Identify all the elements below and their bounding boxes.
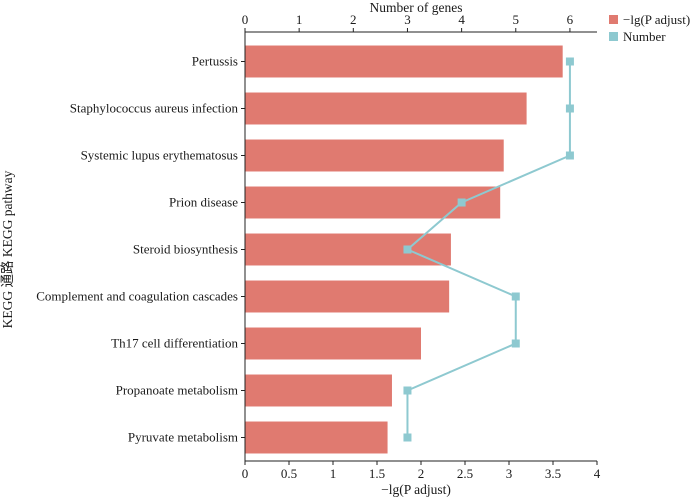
- bars-layer: [245, 45, 563, 454]
- category-label: Pertussis: [192, 54, 238, 69]
- bar-7: [245, 327, 421, 360]
- category-label: Staphylococcus aureus infection: [70, 101, 239, 116]
- gene-count-point-6: [511, 292, 520, 301]
- gene-count-point-2: [565, 104, 574, 113]
- x-bottom-tick-label: 3: [506, 466, 513, 481]
- gene-count-line-layer: [403, 57, 574, 442]
- x-bottom-tick-label: 2.5: [457, 466, 473, 481]
- x-bottom-tick-label: 0.5: [281, 466, 297, 481]
- x-bottom-tick-label: 3.5: [545, 466, 561, 481]
- gene-count-point-8: [403, 386, 412, 395]
- legend-swatch-line: [609, 32, 618, 41]
- axes-layer: [241, 28, 598, 465]
- x-bottom-tick-label: 0: [242, 466, 249, 481]
- x-bottom-tick-label: 1: [330, 466, 337, 481]
- bar-8: [245, 374, 392, 407]
- x-top-tick-label: 6: [567, 12, 574, 27]
- x-top-tick-label: 0: [242, 12, 249, 27]
- category-label: Prion disease: [169, 195, 238, 210]
- x-top-tick-label: 2: [350, 12, 357, 27]
- gene-count-point-3: [565, 151, 574, 160]
- gene-count-point-7: [511, 339, 520, 348]
- x-bottom-tick-label: 1.5: [369, 466, 385, 481]
- x-top-tick-label: 3: [404, 12, 411, 27]
- category-label: Propanoate metabolism: [116, 383, 238, 398]
- x-bottom-axis-title: −lg(P adjust): [381, 482, 451, 497]
- y-axis-title: KEGG 通路 KEGG pathway: [0, 170, 15, 328]
- gene-count-point-4: [457, 198, 466, 207]
- category-label: Pyruvate metabolism: [128, 430, 238, 445]
- category-label: Complement and coagulation cascades: [36, 289, 238, 304]
- x-bottom-tick-label: 4: [594, 466, 601, 481]
- x-top-tick-label: 1: [296, 12, 303, 27]
- x-top-tick-label: 5: [513, 12, 520, 27]
- bar-3: [245, 139, 504, 172]
- gene-count-point-9: [403, 433, 412, 442]
- gene-count-point-5: [403, 245, 412, 254]
- x-top-axis-title: Number of genes: [370, 0, 463, 15]
- labels-layer: Pertussis Staphylococcus aureus infection…: [0, 0, 601, 497]
- gene-count-point-1: [565, 57, 574, 66]
- legend-label-bar: −lg(P adjust): [623, 12, 690, 27]
- bar-9: [245, 421, 388, 454]
- x-bottom-tick-label: 2: [418, 466, 425, 481]
- legend-swatch-bar: [609, 15, 618, 24]
- legend-label-line: Number: [623, 29, 666, 44]
- bar-2: [245, 92, 527, 125]
- category-label: Steroid biosynthesis: [133, 242, 238, 257]
- category-label: Systemic lupus erythematosus: [81, 148, 238, 163]
- bar-5: [245, 233, 451, 266]
- legend: −lg(P adjust) Number: [609, 12, 690, 44]
- x-top-tick-label: 4: [458, 12, 465, 27]
- bar-1: [245, 45, 563, 78]
- bar-6: [245, 280, 450, 313]
- category-label: Th17 cell differentiation: [111, 336, 238, 351]
